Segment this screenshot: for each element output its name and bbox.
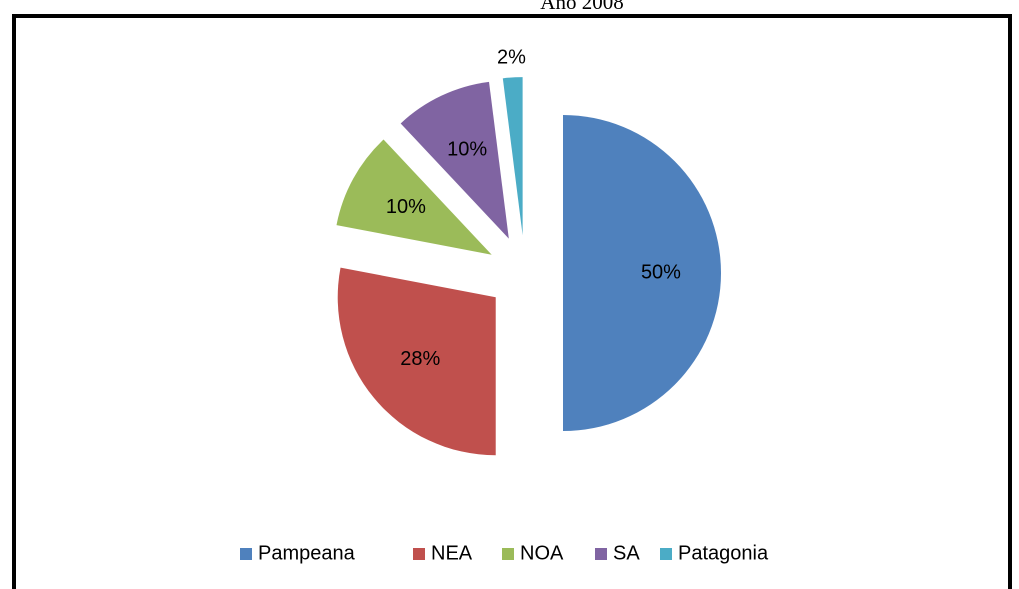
data-label: 2% xyxy=(497,47,526,69)
legend-label: Pampeana xyxy=(258,542,356,564)
pie-slice xyxy=(563,115,721,431)
data-label: 28% xyxy=(400,348,440,370)
legend-swatch xyxy=(413,548,425,560)
chart-frame xyxy=(12,14,1012,589)
legend-label: SA xyxy=(613,542,640,564)
pie-slice xyxy=(400,81,509,239)
legend-swatch xyxy=(595,548,607,560)
legend-label: NEA xyxy=(431,542,473,564)
pie-slice xyxy=(502,77,523,236)
pie-slice xyxy=(336,139,492,255)
legend-swatch xyxy=(502,548,514,560)
legend-swatch xyxy=(240,548,252,560)
data-label: 10% xyxy=(447,138,487,160)
data-label: 50% xyxy=(641,261,681,283)
legend-label: Patagonia xyxy=(678,542,769,564)
legend-label: NOA xyxy=(520,542,564,564)
chart-title: Año 2008 xyxy=(540,0,623,14)
data-label: 10% xyxy=(386,196,426,218)
pie-slice xyxy=(337,267,496,456)
legend-swatch xyxy=(660,548,672,560)
